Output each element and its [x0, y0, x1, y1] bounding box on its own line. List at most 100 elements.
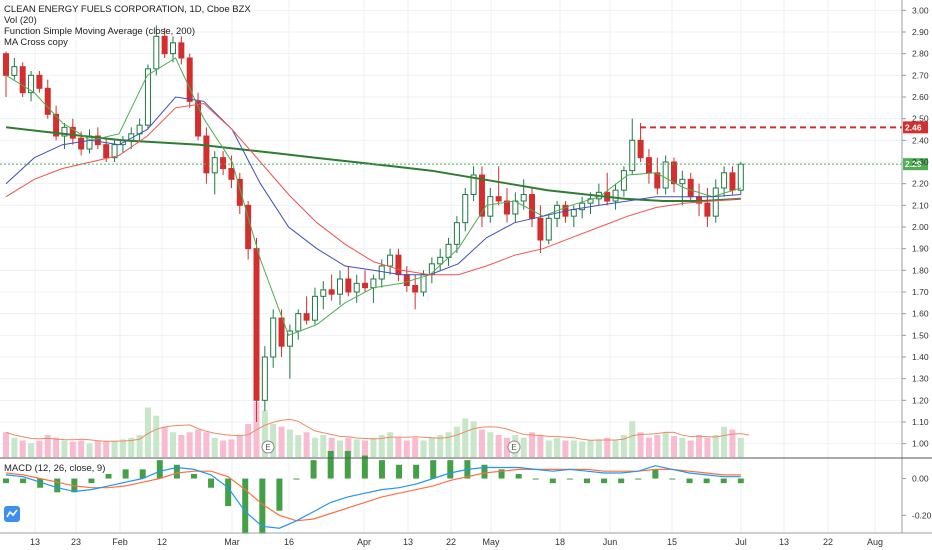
- volume-bar: [111, 440, 118, 457]
- candle-body: [679, 178, 686, 185]
- volume-bar: [69, 441, 76, 457]
- candle-body: [337, 278, 343, 295]
- candle-body: [61, 126, 68, 137]
- volume-bar: [645, 437, 652, 457]
- volume-bar: [453, 426, 460, 457]
- candle-body: [721, 172, 728, 189]
- volume-bar: [195, 429, 202, 457]
- volume-bar: [36, 440, 43, 457]
- candle-body: [303, 313, 310, 321]
- candle-body: [170, 42, 176, 55]
- macd-histogram-bar: [105, 473, 112, 479]
- y-tick-label: 1.70: [912, 287, 929, 297]
- volume-bar: [537, 435, 544, 457]
- volume-bar: [53, 437, 60, 457]
- macd-histogram-bar: [652, 469, 659, 479]
- volume-bar: [278, 426, 285, 457]
- macd-histogram-bar: [190, 473, 197, 479]
- legend-sma: Function Simple Moving Average (close, 2…: [4, 26, 195, 37]
- x-tick-label: Mar: [224, 537, 240, 547]
- macd-histogram-bar: [225, 478, 232, 507]
- volume-bar: [412, 437, 419, 457]
- macd-histogram-bar: [37, 478, 44, 488]
- volume-bar: [420, 440, 427, 457]
- volume-bar: [570, 440, 577, 457]
- y-tick-label: 2.70: [912, 70, 929, 80]
- volume-bar: [311, 437, 318, 457]
- volume-bar: [119, 439, 126, 457]
- macd-histogram-bar: [242, 478, 249, 534]
- candle-body: [637, 139, 644, 159]
- volume-bar: [228, 439, 235, 457]
- x-tick-label: Jun: [603, 537, 618, 547]
- volume-bar: [712, 435, 719, 457]
- volume-bar: [671, 436, 677, 457]
- volume-bar: [545, 440, 552, 457]
- volume-bar: [478, 429, 485, 457]
- candle-body: [387, 254, 394, 267]
- candle-body: [44, 87, 51, 115]
- volume-bar: [270, 424, 277, 457]
- volume-bar: [3, 432, 9, 457]
- macd-tick-label: -0.20: [912, 510, 932, 520]
- ma-fast-line: [5, 57, 741, 336]
- macd-panel: [3, 450, 744, 534]
- candle-body: [462, 194, 469, 224]
- y-tick-label: 1.90: [912, 244, 929, 254]
- volume-bar: [487, 432, 494, 457]
- x-tick-label: 13: [30, 537, 40, 547]
- candle-body: [645, 157, 652, 174]
- x-tick-label: 12: [157, 537, 167, 547]
- volume-bar: [737, 437, 744, 457]
- macd-histogram-bar: [686, 478, 693, 484]
- candle-body: [36, 74, 43, 89]
- candle-body: [362, 282, 369, 289]
- volume-bar: [403, 440, 410, 457]
- volume-bar: [170, 432, 176, 457]
- volume-bar: [620, 435, 627, 457]
- candle-body: [278, 317, 285, 347]
- candle-body: [504, 200, 510, 215]
- y-tick-label: 2.60: [912, 92, 929, 102]
- macd-histogram-bar: [669, 478, 676, 480]
- y-tick-label: 2.00: [912, 222, 929, 232]
- volume-bar: [28, 443, 35, 457]
- candle-body: [612, 189, 619, 202]
- candle-body: [671, 161, 677, 185]
- volume-bar: [662, 432, 669, 457]
- candle-body: [270, 317, 277, 358]
- volume-bar: [362, 440, 369, 457]
- y-tick-label: 1.30: [912, 374, 929, 384]
- macd-histogram-bar: [276, 478, 283, 511]
- volume-bar: [320, 435, 327, 457]
- macd-histogram-bar: [413, 464, 420, 479]
- volume-bar: [11, 437, 18, 457]
- resistance-price-label: 2.46: [905, 122, 922, 132]
- candle-body: [211, 157, 218, 174]
- macd-histogram-bar: [20, 478, 27, 484]
- y-tick-label: 3.00: [912, 5, 929, 15]
- candle-body: [261, 356, 268, 401]
- macd-histogram-bar: [720, 478, 727, 484]
- candle-body: [579, 202, 586, 211]
- volume-bar: [520, 437, 527, 457]
- volume-bar: [395, 437, 402, 457]
- y-tick-label: 2.90: [912, 27, 929, 37]
- macd-histogram-bar: [532, 478, 539, 480]
- earnings-marker-label: E: [265, 443, 270, 452]
- macd-histogram-bar: [481, 464, 488, 479]
- candle-body: [186, 57, 193, 102]
- x-tick-label: 15: [667, 537, 677, 547]
- candle-body: [654, 172, 661, 189]
- volume-bar: [612, 440, 619, 457]
- volume-bar: [637, 432, 644, 457]
- tradingview-logo-icon[interactable]: [4, 506, 20, 522]
- candle-body: [587, 198, 594, 204]
- ma-mid-line: [5, 96, 741, 276]
- candle-body: [412, 285, 419, 293]
- volume-bar: [128, 437, 135, 457]
- candle-body: [286, 330, 293, 347]
- macd-histogram-bar: [293, 478, 300, 480]
- x-tick-label: Jul: [735, 537, 747, 547]
